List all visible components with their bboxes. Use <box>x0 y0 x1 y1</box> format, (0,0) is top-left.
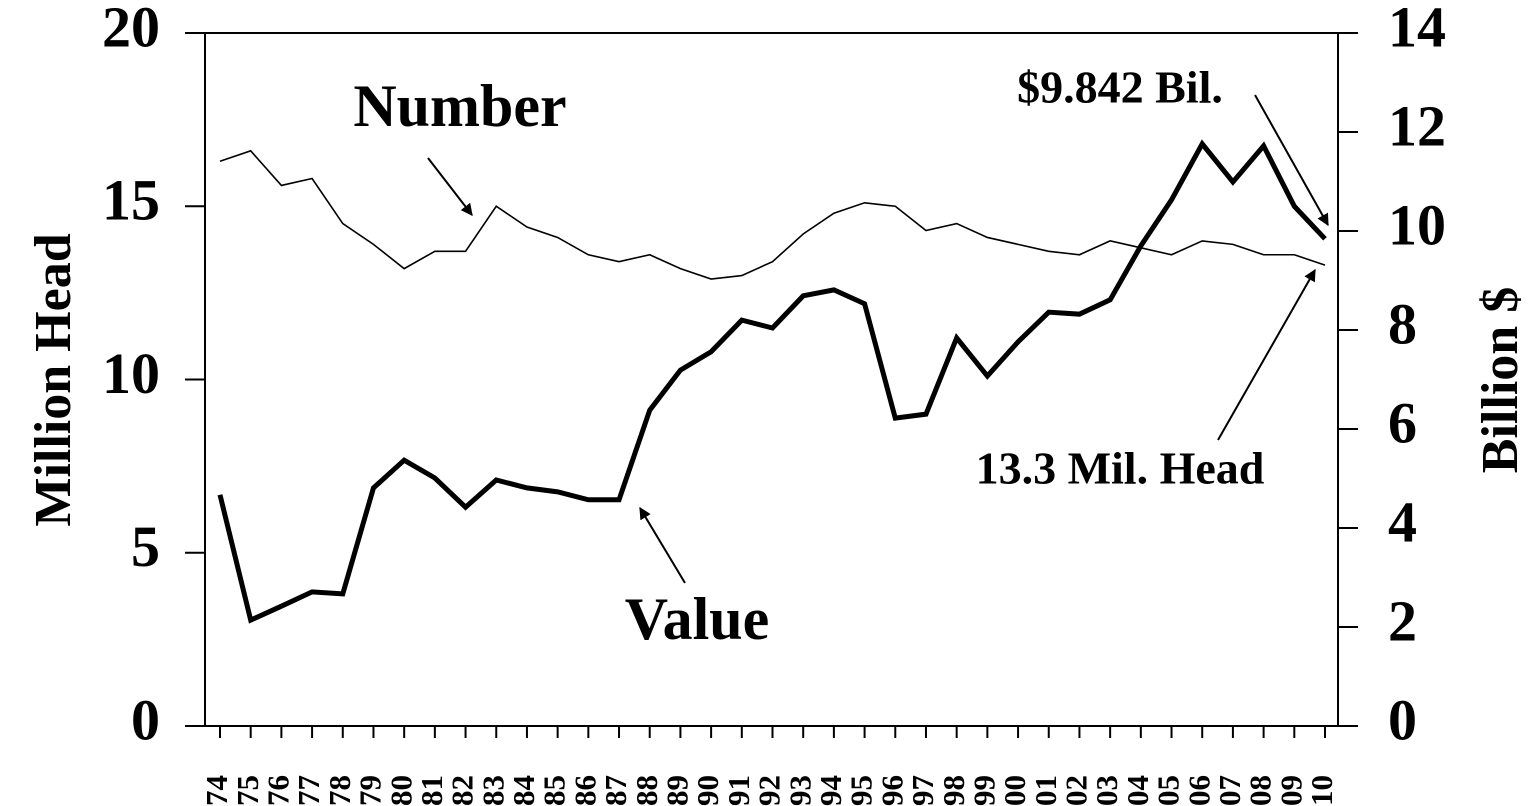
x-tick-label: 06 <box>1181 775 1216 806</box>
x-tick-label: 74 <box>199 775 234 806</box>
x-tick-label: 93 <box>782 775 817 806</box>
x-tick-label: 92 <box>752 775 787 806</box>
y-axis-title: Million Head <box>25 233 82 526</box>
x-tick-label: 96 <box>874 775 909 806</box>
y2-tick-label: 10 <box>1388 192 1446 257</box>
arrow <box>427 157 473 216</box>
x-tick-label: 75 <box>230 775 265 806</box>
x-tick-label: 99 <box>966 775 1001 806</box>
x-tick-label: 07 <box>1212 775 1247 806</box>
x-tick-label: 00 <box>997 775 1032 806</box>
y2-tick-label: 2 <box>1388 588 1417 653</box>
y-tick-label: 0 <box>131 687 160 752</box>
y2-tick-label: 12 <box>1388 93 1446 158</box>
arrow <box>1254 94 1329 227</box>
x-tick-label: 87 <box>598 775 633 806</box>
y2-axis-title: Billion $ <box>1472 287 1529 473</box>
y-tick-label: 5 <box>131 514 160 579</box>
x-tick-label: 95 <box>844 775 879 806</box>
y-tick-label: 20 <box>102 0 160 59</box>
y2-tick-label: 8 <box>1388 291 1417 356</box>
x-tick-label: 97 <box>905 775 940 806</box>
y-tick-label: 10 <box>102 341 160 406</box>
x-tick-label: 81 <box>414 775 449 806</box>
y2-tick-label: 6 <box>1388 390 1417 455</box>
x-tick-label: 79 <box>353 775 388 806</box>
y2-tick-label: 0 <box>1388 687 1417 752</box>
x-tick-label: 84 <box>506 775 541 806</box>
x-tick-label: 80 <box>383 775 418 806</box>
y-tick-label: 15 <box>102 168 160 233</box>
x-tick-label: 83 <box>475 775 510 806</box>
x-tick-label: 05 <box>1151 775 1186 806</box>
x-tick-label: 02 <box>1059 775 1094 806</box>
x-tick-label: 89 <box>660 775 695 806</box>
x-tick-label: 94 <box>813 775 848 806</box>
x-tick-label: 03 <box>1089 775 1124 806</box>
x-tick-label: 04 <box>1120 775 1155 806</box>
x-tick-label: 90 <box>690 775 725 806</box>
x-tick-label: 86 <box>567 775 602 806</box>
arrow <box>639 506 686 584</box>
x-tick-label: 76 <box>260 775 295 806</box>
annotation: $9.842 Bil. <box>1017 62 1223 113</box>
x-tick-label: 77 <box>291 775 326 806</box>
x-tick-label: 91 <box>721 775 756 806</box>
series-label: Value <box>625 586 770 652</box>
annotation: 13.3 Mil. Head <box>976 443 1265 494</box>
x-tick-label: 78 <box>322 775 357 806</box>
x-tick-label: 09 <box>1273 775 1308 806</box>
y2-tick-label: 4 <box>1388 489 1417 554</box>
x-tick-label: 82 <box>445 775 480 806</box>
data-line <box>217 139 1327 624</box>
x-tick-label: 01 <box>1028 775 1063 806</box>
x-tick-label: 98 <box>936 775 971 806</box>
x-tick-label: 08 <box>1243 775 1278 806</box>
arrow <box>1217 268 1316 441</box>
x-tick-label: 88 <box>629 775 664 806</box>
x-tick-label: 10 <box>1304 775 1339 806</box>
y2-tick-label: 14 <box>1388 0 1446 59</box>
series-label: Number <box>353 73 566 139</box>
x-tick-label: 85 <box>537 775 572 806</box>
